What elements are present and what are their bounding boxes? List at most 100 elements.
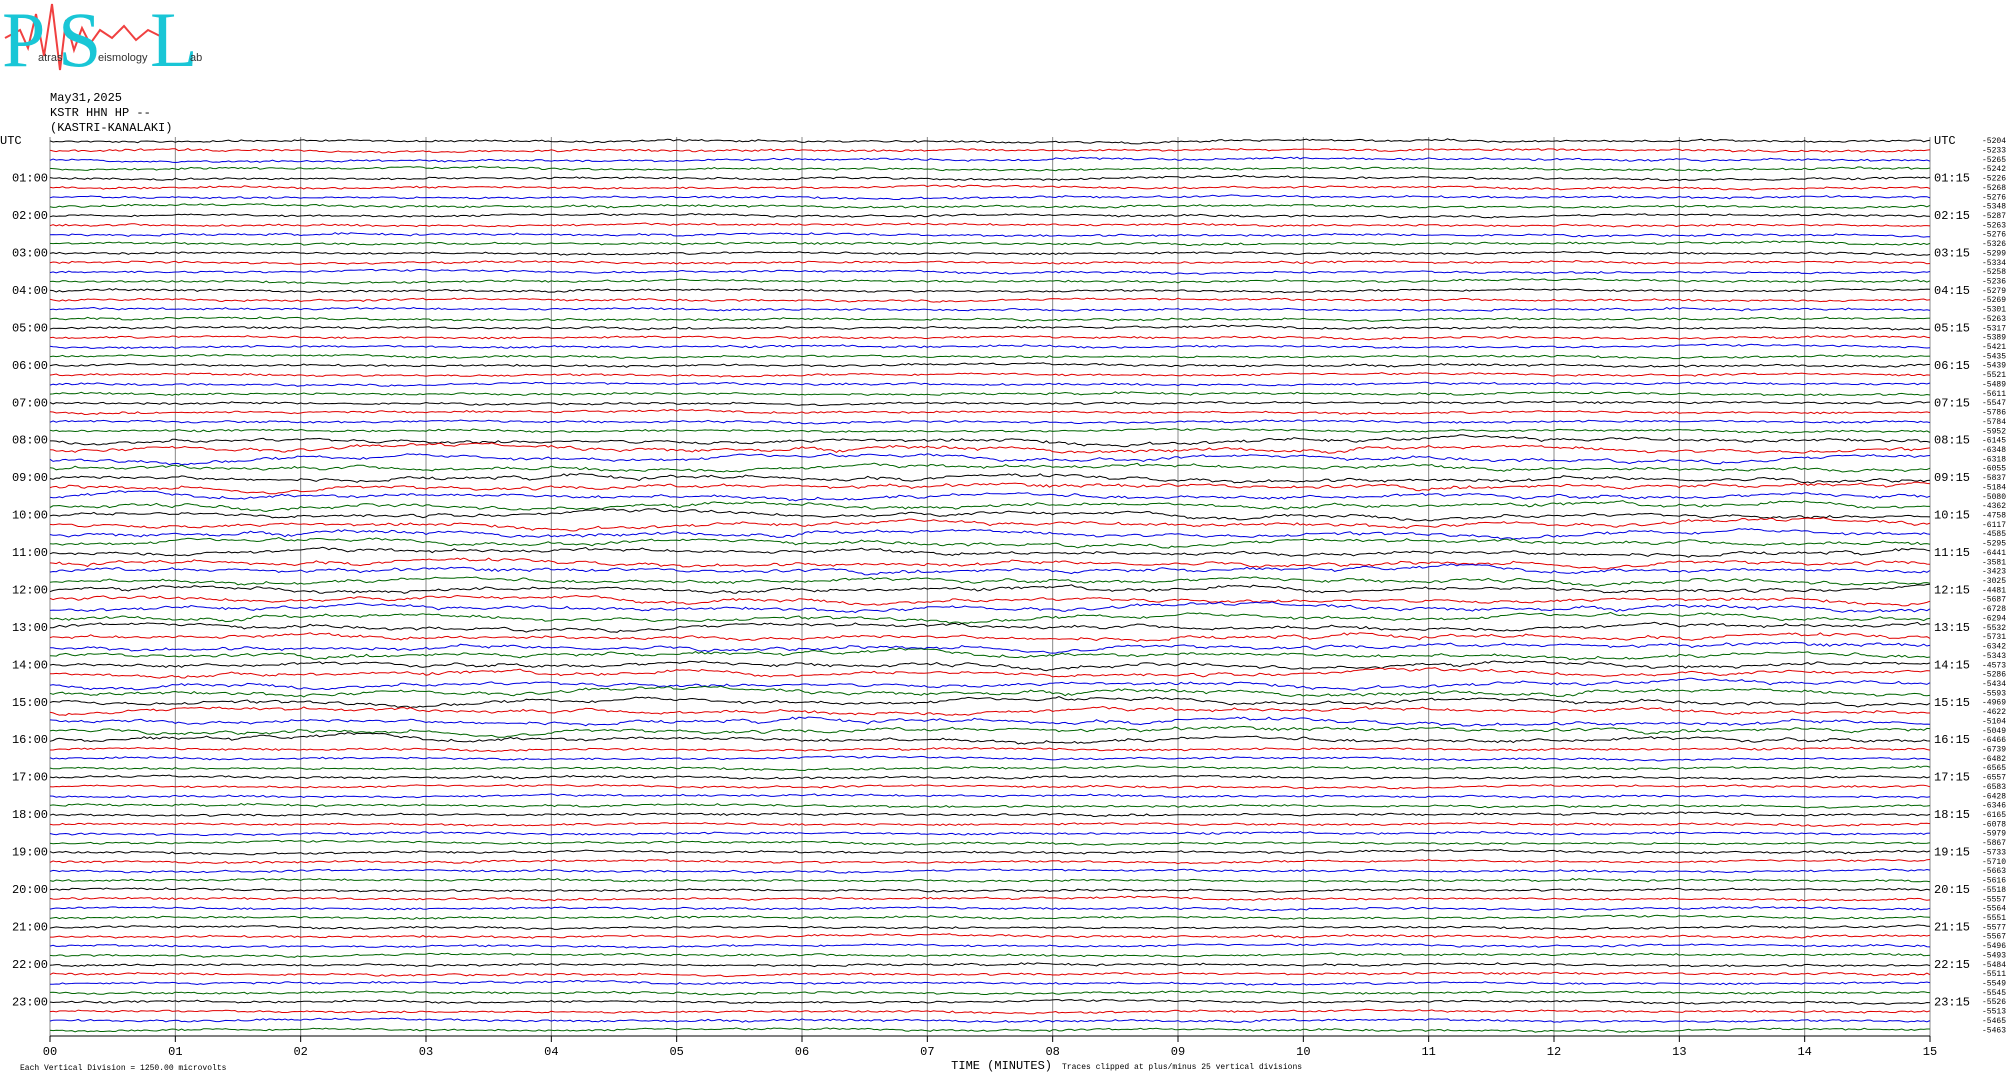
trace-offset: -6739 xyxy=(1982,746,2006,755)
trace-offset: -5184 xyxy=(1982,483,2006,492)
trace xyxy=(49,250,1931,256)
trace xyxy=(49,783,1931,790)
trace xyxy=(49,372,1931,378)
trace xyxy=(49,732,1931,745)
logo-letter: P xyxy=(2,0,45,83)
trace xyxy=(49,583,1931,594)
right-time-label: 11:15 xyxy=(1934,546,1970,560)
trace-offset: -5421 xyxy=(1982,343,2006,352)
trace xyxy=(49,381,1931,387)
right-time-label: 04:15 xyxy=(1934,284,1970,298)
x-tick-label: 09 xyxy=(1171,1045,1185,1059)
trace-offset: -5465 xyxy=(1982,1017,2006,1026)
trace-offset: -6294 xyxy=(1982,614,2006,623)
trace-offset: -5663 xyxy=(1982,867,2006,876)
trace xyxy=(49,335,1931,341)
trace xyxy=(49,765,1931,772)
left-time-label: 22:00 xyxy=(12,958,48,972)
trace xyxy=(49,203,1931,210)
trace-offset: -6078 xyxy=(1982,820,2006,829)
trace-offset: -5611 xyxy=(1982,390,2006,399)
trace xyxy=(49,962,1931,968)
trace xyxy=(49,427,1931,434)
trace xyxy=(50,667,1931,679)
logo-letter: S xyxy=(58,0,101,83)
trace xyxy=(49,194,1931,200)
trace-offset: -5484 xyxy=(1982,961,2006,970)
trace xyxy=(49,998,1931,1005)
trace-offset: -5435 xyxy=(1982,352,2006,361)
trace xyxy=(49,557,1931,570)
trace xyxy=(49,924,1930,931)
trace-offset: -5545 xyxy=(1982,989,2006,998)
trace xyxy=(49,546,1931,558)
trace xyxy=(49,990,1931,996)
x-tick-label: 00 xyxy=(43,1045,57,1059)
trace xyxy=(49,647,1931,661)
left-time-label: 11:00 xyxy=(12,546,48,560)
trace xyxy=(49,621,1931,633)
trace-offset: -5577 xyxy=(1982,923,2006,932)
trace-offset: -5276 xyxy=(1982,193,2006,202)
trace xyxy=(49,802,1931,809)
site: (KASTRI-KANALAKI) xyxy=(50,121,172,135)
trace xyxy=(49,1017,1931,1023)
right-time-label: 14:15 xyxy=(1934,658,1970,672)
trace-offset: -5616 xyxy=(1982,877,2006,886)
trace xyxy=(49,943,1931,949)
trace-offset: -5837 xyxy=(1982,474,2006,483)
right-time-label: 15:15 xyxy=(1934,696,1970,710)
x-tick-label: 05 xyxy=(669,1045,683,1059)
trace-offset: -5979 xyxy=(1982,830,2006,839)
right-time-label: 02:15 xyxy=(1934,209,1970,223)
trace-offset: -5263 xyxy=(1982,315,2006,324)
right-time-label: 19:15 xyxy=(1934,846,1970,860)
trace-offset: -5263 xyxy=(1982,221,2006,230)
trace xyxy=(49,442,1931,454)
trace-offset: -5567 xyxy=(1982,933,2006,942)
trace xyxy=(49,184,1931,191)
station: KSTR HHN HP -- xyxy=(50,106,151,120)
trace-offset: -6055 xyxy=(1982,465,2006,474)
left-time-label: 23:00 xyxy=(12,995,48,1009)
x-tick-label: 08 xyxy=(1045,1045,1059,1059)
trace xyxy=(49,877,1931,883)
logo-wave xyxy=(4,3,161,71)
right-time-label: 16:15 xyxy=(1934,733,1970,747)
trace xyxy=(49,528,1931,540)
trace xyxy=(49,716,1931,727)
trace xyxy=(49,641,1931,654)
trace-offset: -6557 xyxy=(1982,774,2006,783)
trace xyxy=(49,400,1931,407)
trace-offset: -5301 xyxy=(1982,306,2006,315)
left-time-label: 19:00 xyxy=(12,846,48,860)
trace-offset: -5104 xyxy=(1982,717,2006,726)
trace-offset: -5518 xyxy=(1982,886,2006,895)
trace xyxy=(49,971,1931,978)
trace xyxy=(49,165,1931,172)
trace-offset: -5204 xyxy=(1982,137,2006,146)
trace xyxy=(49,601,1931,614)
trace-offset: -5334 xyxy=(1982,259,2006,268)
trace xyxy=(49,848,1931,856)
trace-offset: -3423 xyxy=(1982,568,2006,577)
right-time-label: 08:15 xyxy=(1934,434,1970,448)
trace xyxy=(49,500,1930,513)
left-time-label: 18:00 xyxy=(12,808,48,822)
right-time-label: 18:15 xyxy=(1934,808,1970,822)
trace-offset: -5286 xyxy=(1982,671,2006,680)
x-tick-label: 10 xyxy=(1296,1045,1310,1059)
left-time-label: 17:00 xyxy=(12,771,48,785)
trace-offset: -5687 xyxy=(1982,596,2006,605)
trace xyxy=(49,677,1931,691)
trace-offset: -6728 xyxy=(1982,605,2006,614)
trace-offset: -5049 xyxy=(1982,727,2006,736)
trace xyxy=(49,277,1931,285)
trace xyxy=(49,306,1931,312)
trace-offset: -5526 xyxy=(1982,998,2006,1007)
trace-offset: -5326 xyxy=(1982,240,2006,249)
trace-offset: -4573 xyxy=(1982,661,2006,670)
trace xyxy=(49,576,1931,587)
trace xyxy=(49,343,1931,350)
